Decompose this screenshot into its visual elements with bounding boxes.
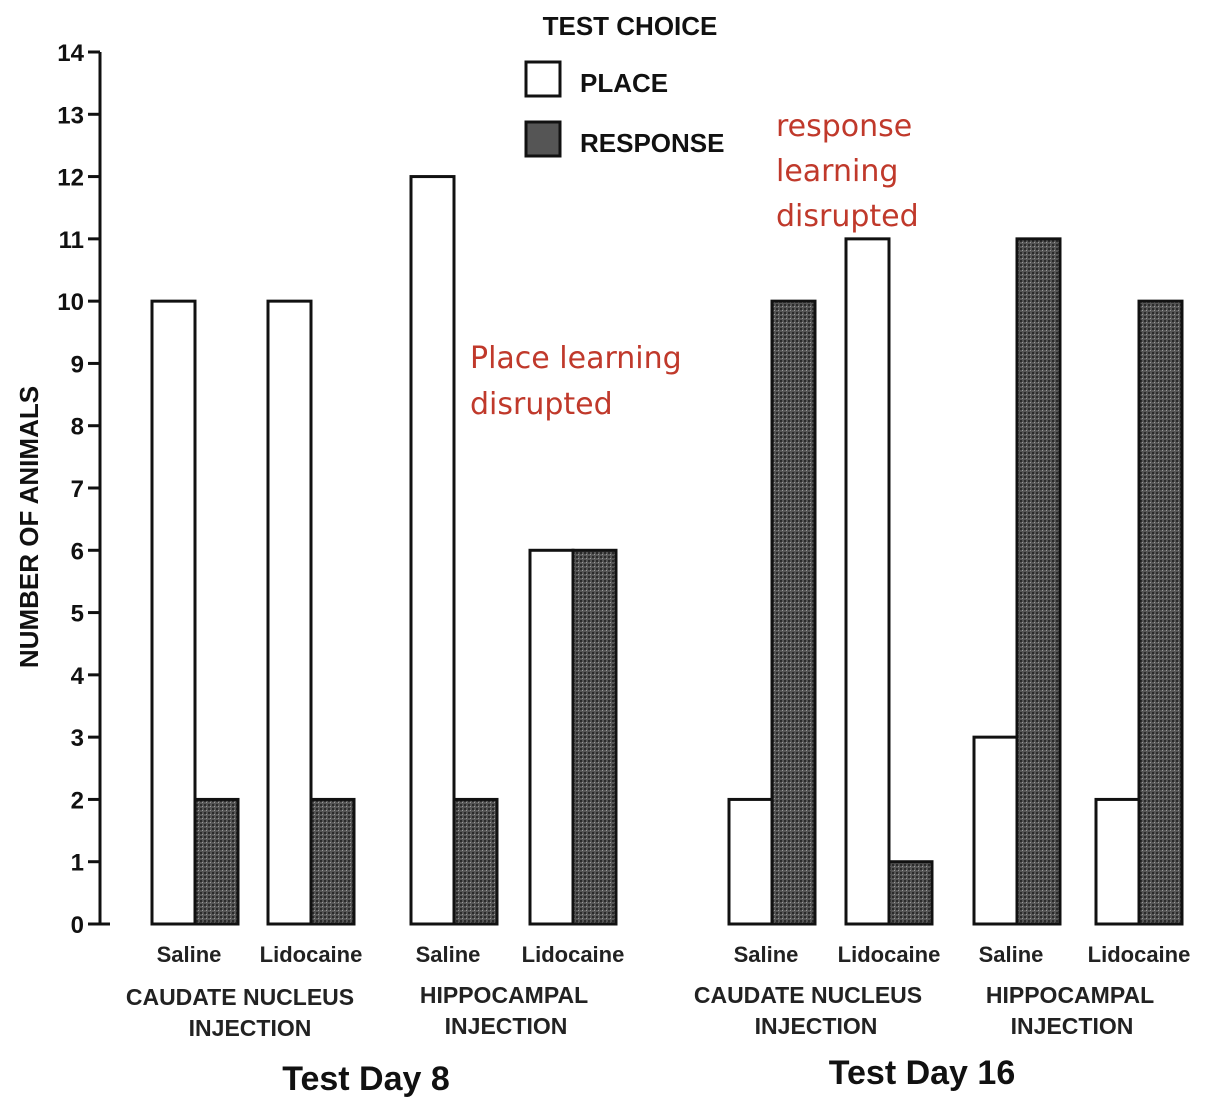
bar-place	[972, 735, 1019, 926]
category-label: Lidocaine	[838, 942, 941, 967]
category-label: Saline	[416, 942, 481, 967]
group-label-2-line-1: HIPPOCAMPAL	[420, 982, 588, 1008]
group-labels: CAUDATE NUCLEUS INJECTION HIPPOCAMPAL IN…	[126, 982, 1154, 1041]
bar-response	[571, 548, 618, 926]
y-tick-label: 13	[57, 102, 84, 129]
bar-response	[193, 797, 240, 926]
bar-place	[409, 175, 456, 926]
y-tick-label: 11	[59, 227, 84, 254]
y-tick-label: 6	[71, 538, 84, 565]
group-label-4-line-1: HIPPOCAMPAL	[986, 982, 1154, 1008]
bar-place	[1094, 797, 1141, 926]
group-label-1-line-1: CAUDATE NUCLEUS	[126, 984, 354, 1010]
day-label-16: Test Day 16	[829, 1054, 1015, 1092]
legend-title: TEST CHOICE	[543, 11, 718, 41]
bar-response	[770, 299, 817, 926]
y-tick-label: 1	[71, 850, 84, 877]
bar-response	[309, 797, 356, 926]
bar-place	[727, 797, 774, 926]
annotation-place-line-2: disrupted	[470, 387, 613, 422]
bar-response	[887, 860, 934, 926]
y-tick-label: 3	[71, 725, 84, 752]
annotation-response-line-1: response	[776, 109, 912, 144]
legend-swatch-place	[524, 60, 562, 98]
category-label: Lidocaine	[1088, 942, 1191, 967]
day-label-8: Test Day 8	[282, 1060, 450, 1098]
legend-swatch-response	[524, 120, 562, 158]
day-labels: Test Day 8 Test Day 16	[282, 1054, 1015, 1098]
annotations: Place learning disrupted response learni…	[470, 109, 919, 422]
y-tick-label: 5	[71, 601, 84, 628]
bars	[150, 175, 1184, 926]
y-tick-label: 9	[71, 351, 84, 378]
group-label-3-line-2: INJECTION	[755, 1013, 878, 1039]
bar-response	[1015, 237, 1062, 926]
y-axis-label: NUMBER OF ANIMALS	[14, 386, 44, 668]
legend-label-response: RESPONSE	[580, 128, 725, 158]
group-label-3-line-1: CAUDATE NUCLEUS	[694, 982, 922, 1008]
legend-label-place: PLACE	[580, 68, 668, 98]
category-label: Saline	[157, 942, 222, 967]
bar-place	[266, 299, 313, 926]
category-labels: Saline Lidocaine Saline Lidocaine Saline Lido…	[157, 942, 1191, 967]
bar-place	[844, 237, 891, 926]
annotation-place-line-1: Place learning	[470, 341, 682, 376]
y-tick-label: 12	[57, 165, 84, 192]
y-tick-label: 8	[71, 414, 84, 441]
category-label: Lidocaine	[522, 942, 625, 967]
y-tick-label: 4	[71, 663, 85, 690]
y-tick-label: 0	[71, 912, 84, 939]
y-tick-label: 7	[71, 476, 84, 503]
y-tick-label: 10	[57, 289, 84, 316]
bar-place	[150, 299, 197, 926]
category-label: Lidocaine	[260, 942, 363, 967]
bar-response	[452, 797, 499, 926]
category-label: Saline	[734, 942, 799, 967]
bar-response	[1137, 299, 1184, 926]
bar-place	[528, 548, 575, 926]
y-tick-label: 14	[57, 40, 84, 67]
legend: TEST CHOICE PLACE RESPONSE	[524, 11, 725, 158]
category-label: Saline	[979, 942, 1044, 967]
annotation-response-line-3: disrupted	[776, 199, 919, 234]
group-label-2-line-2: INJECTION	[445, 1013, 568, 1039]
group-label-4-line-2: INJECTION	[1011, 1013, 1134, 1039]
y-tick-label: 2	[71, 787, 84, 814]
annotation-response-line-2: learning	[776, 154, 898, 189]
group-label-1-line-2: INJECTION	[189, 1015, 312, 1041]
